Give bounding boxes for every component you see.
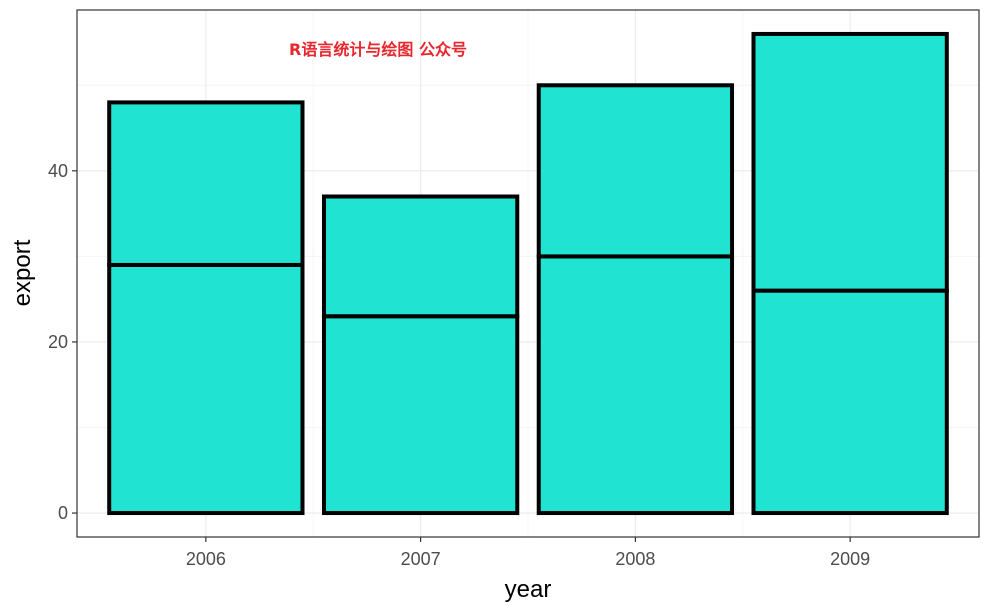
bar-2007-lower — [321, 314, 520, 516]
bar-2009-upper — [751, 31, 949, 293]
x-tick-label: 2006 — [186, 549, 226, 569]
bar-2009-lower — [751, 288, 949, 516]
bar-2007-upper — [321, 194, 520, 319]
x-axis-title: year — [505, 576, 552, 603]
bar-2008-lower — [536, 254, 735, 516]
x-tick-label: 2009 — [830, 549, 870, 569]
x-tick-label: 2008 — [615, 549, 655, 569]
bar-2008-upper — [536, 83, 735, 259]
y-axis-title: export — [9, 239, 36, 306]
watermark-annotation: R语言统计与绘图 公众号 — [289, 40, 467, 59]
y-tick-label: 40 — [48, 161, 68, 181]
bar-2006-upper — [107, 100, 305, 267]
x-axis: 2006 2007 2008 2009 — [186, 537, 870, 569]
x-tick-label: 2007 — [401, 549, 441, 569]
bar-2006-lower — [107, 262, 305, 516]
y-axis: 0 20 40 — [48, 161, 77, 523]
y-tick-label: 0 — [58, 503, 68, 523]
y-tick-label: 20 — [48, 332, 68, 352]
panel-border — [76, 9, 980, 538]
bars — [107, 31, 949, 516]
